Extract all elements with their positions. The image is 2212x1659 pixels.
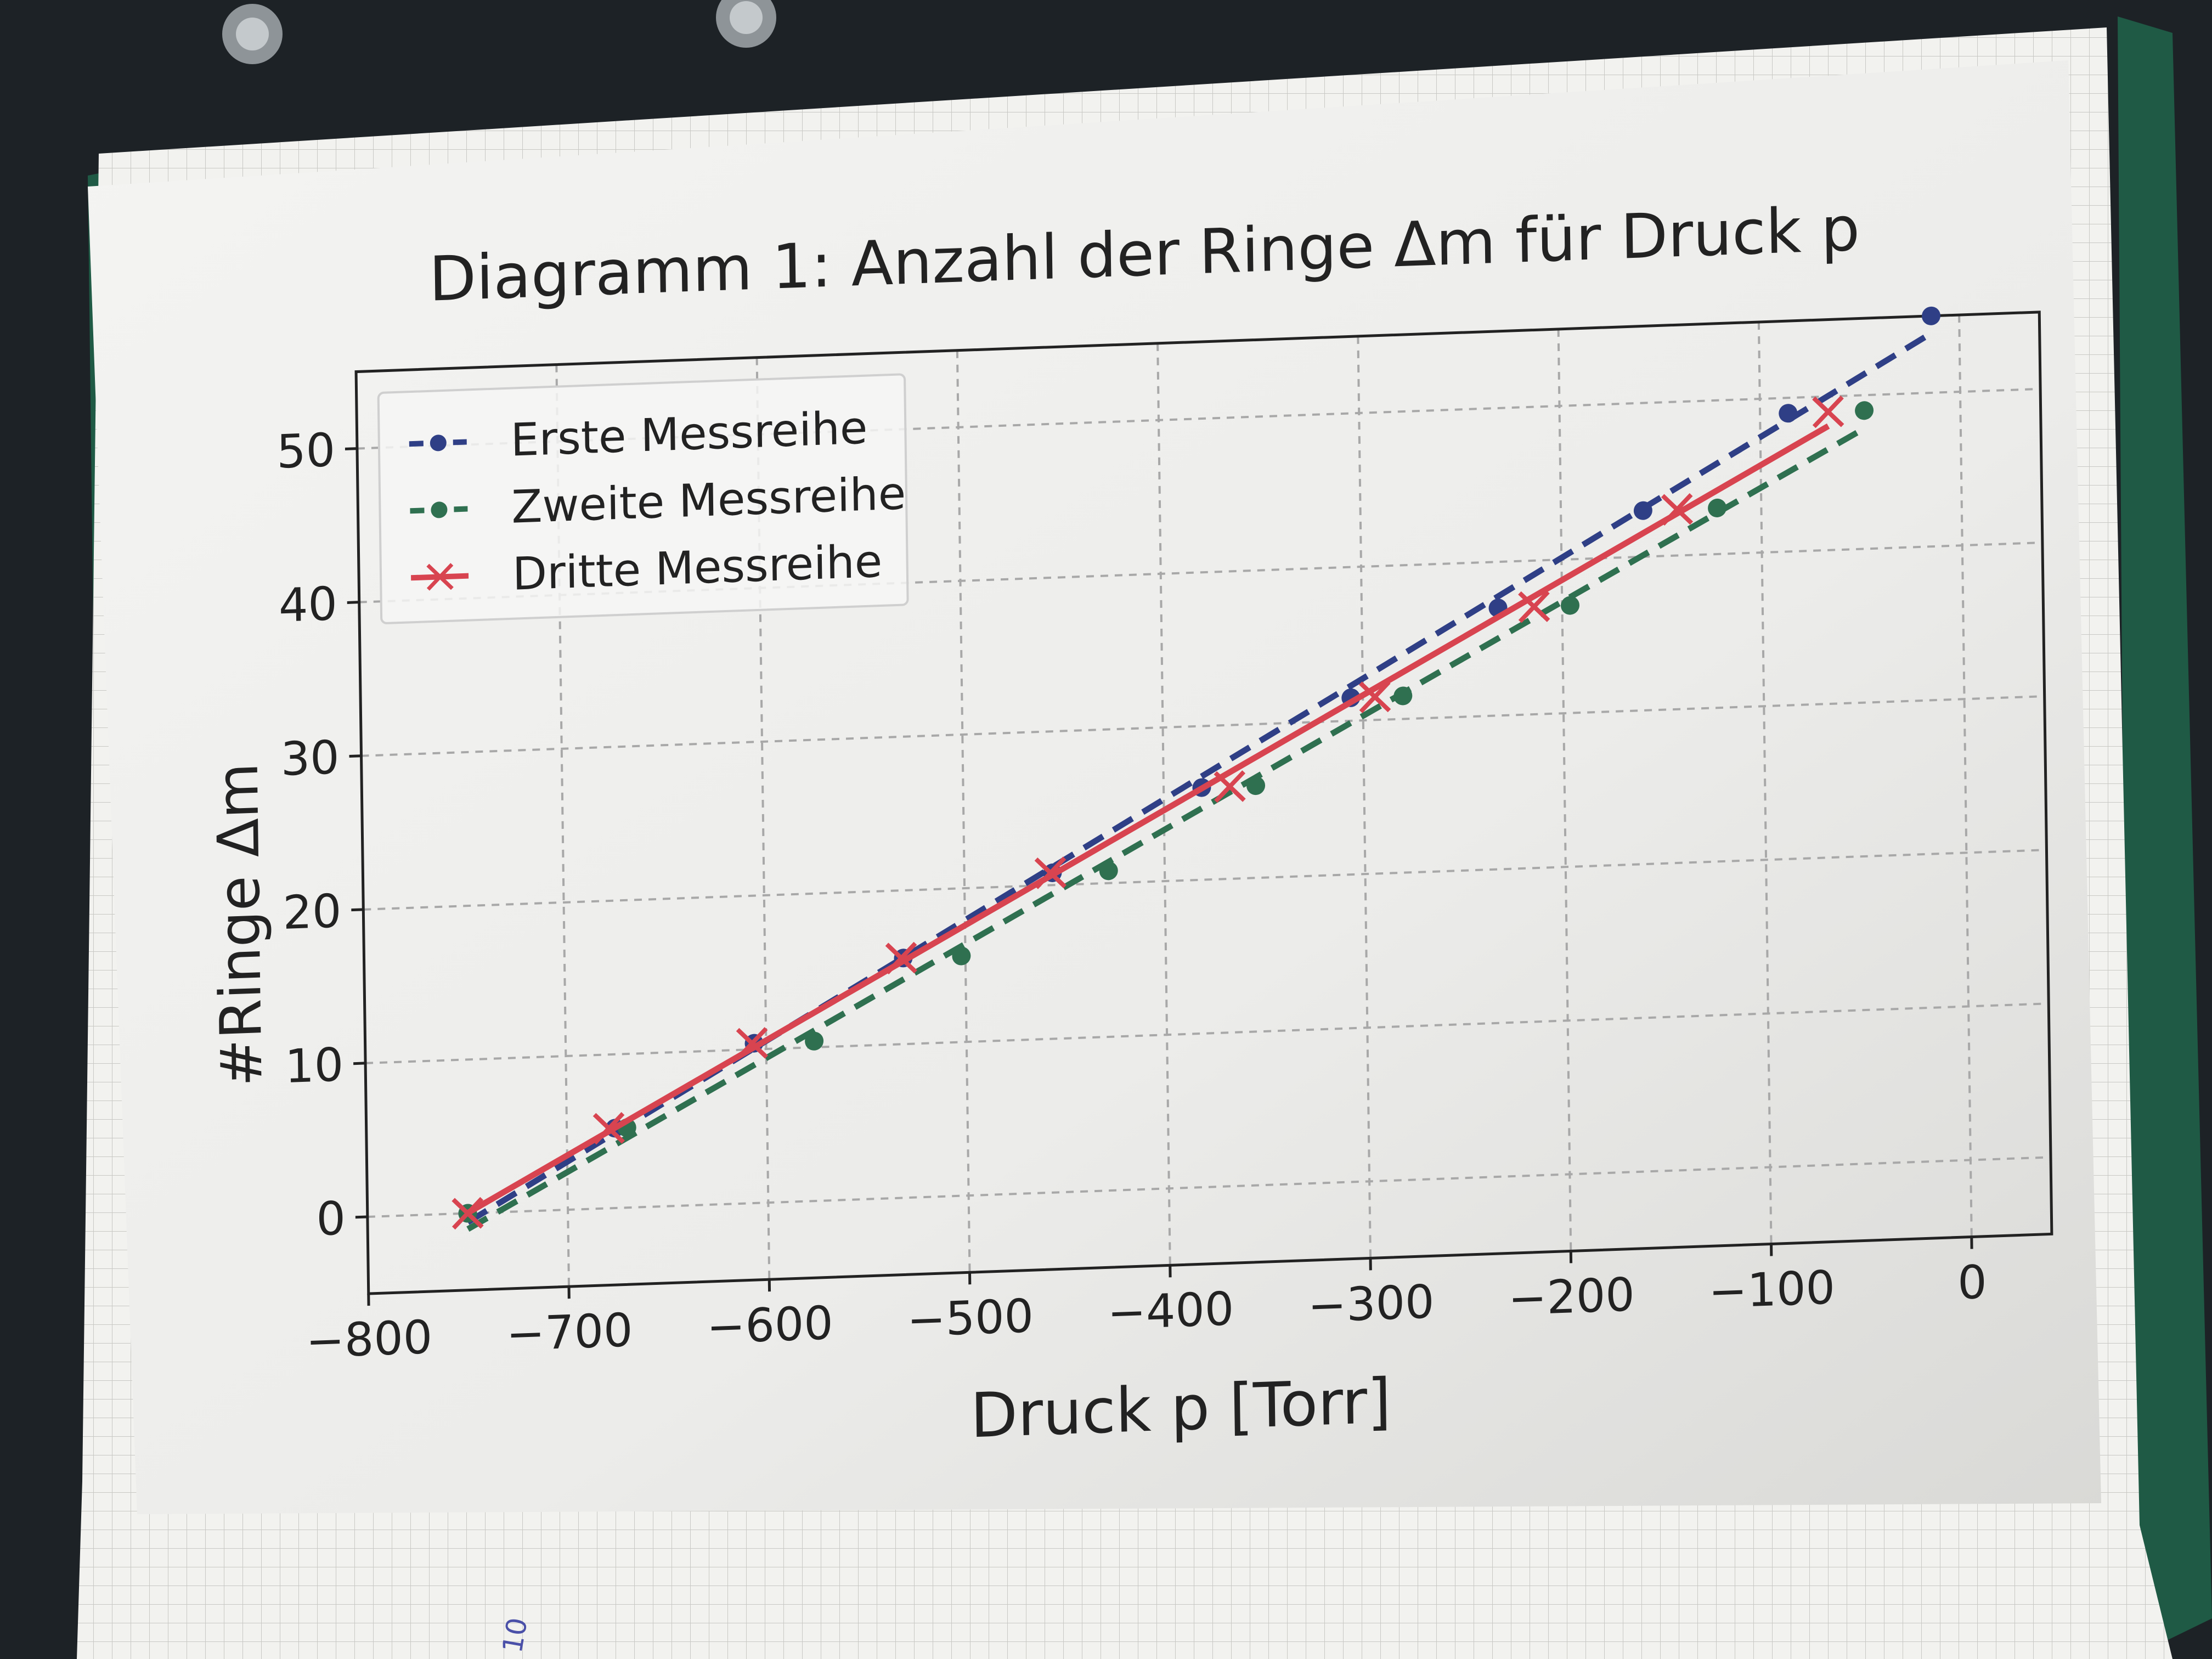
grid-line-y xyxy=(367,1156,2051,1218)
notebook-page-bottom xyxy=(82,1520,2172,1659)
y-tick-label: 20 xyxy=(283,884,342,940)
x-tick-label: 0 xyxy=(1957,1255,1988,1310)
y-tick-label: 50 xyxy=(276,423,336,479)
handwritten-page-number: 10 xyxy=(496,1615,534,1655)
data-point xyxy=(1034,856,1066,889)
legend-marker xyxy=(431,501,448,518)
y-tick-label: 0 xyxy=(316,1191,346,1246)
chart-figure: Diagramm 1: Anzahl der Ringe Δm für Druc… xyxy=(204,193,2053,1452)
legend-box xyxy=(377,373,909,624)
data-point xyxy=(736,1027,768,1060)
grid-line-x xyxy=(1557,329,1572,1251)
y-tick-mark xyxy=(353,1062,366,1065)
y-tick-label: 30 xyxy=(280,730,340,786)
green-folder-edge xyxy=(2118,16,2212,1659)
axis-ticks: −800 −700 −600 −500 −400 −300 −200 −100 0 0 10 20 30… xyxy=(276,423,1988,1368)
data-point xyxy=(452,1197,484,1230)
y-tick-label: 10 xyxy=(285,1037,344,1093)
x-tick-label: −500 xyxy=(907,1289,1034,1347)
x-tick-label: −700 xyxy=(506,1303,633,1361)
grid-line-x xyxy=(555,364,571,1287)
plot-frame xyxy=(354,311,2053,1295)
y-tick-mark xyxy=(347,601,359,604)
legend-label: Erste Messreihe xyxy=(510,402,868,467)
grid-line-y xyxy=(357,387,2041,450)
x-tick-label: −400 xyxy=(1107,1282,1234,1340)
data-point xyxy=(1921,306,1940,325)
data-point xyxy=(952,946,971,966)
data-point xyxy=(1099,861,1118,881)
x-tick-label: −800 xyxy=(306,1310,433,1368)
grid-line-y xyxy=(365,1002,2049,1064)
y-tick-label: 40 xyxy=(278,577,337,633)
grid-line-y xyxy=(359,541,2042,603)
x-axis-label: Druck p [Torr] xyxy=(970,1365,1392,1452)
grid-lines xyxy=(355,314,2051,1294)
grid-line-x xyxy=(1357,336,1372,1259)
grid-line-x xyxy=(1156,343,1171,1266)
x-tick-label: −600 xyxy=(706,1296,833,1354)
data-point xyxy=(1708,498,1727,517)
data-point xyxy=(1214,770,1246,803)
data-point xyxy=(1359,680,1391,713)
data-point xyxy=(885,941,917,975)
data-point xyxy=(1779,404,1798,423)
legend-marker xyxy=(426,563,454,591)
data-point xyxy=(592,1112,625,1145)
y-axis-label: #Ringe Δm xyxy=(204,762,275,1088)
legend-marker xyxy=(430,435,447,452)
grid-line-y xyxy=(361,695,2045,757)
series-3 xyxy=(452,395,1844,1230)
x-tick-label: −200 xyxy=(1508,1267,1635,1325)
legend-item: Erste Messreihe xyxy=(409,402,868,467)
data-point xyxy=(1633,501,1652,520)
data-point xyxy=(805,1031,824,1051)
y-tick-mark xyxy=(349,754,362,758)
grid-line-x xyxy=(956,350,971,1273)
grid-line-x xyxy=(755,357,771,1280)
series-layer xyxy=(452,306,1940,1232)
data-point xyxy=(1246,776,1266,795)
data-point xyxy=(1518,590,1550,623)
data-point xyxy=(1855,401,1874,420)
fit-line xyxy=(466,423,1830,1216)
data-point xyxy=(1393,686,1413,706)
x-tick-label: −300 xyxy=(1307,1274,1435,1333)
data-point xyxy=(1661,493,1694,526)
data-point xyxy=(1812,395,1844,428)
fit-line xyxy=(466,426,1866,1232)
x-tick-label: −100 xyxy=(1708,1260,1836,1318)
grid-line-x xyxy=(1757,321,1773,1244)
data-point xyxy=(1561,596,1580,615)
grid-line-y xyxy=(363,849,2047,911)
grid-line-x xyxy=(1958,314,1973,1237)
